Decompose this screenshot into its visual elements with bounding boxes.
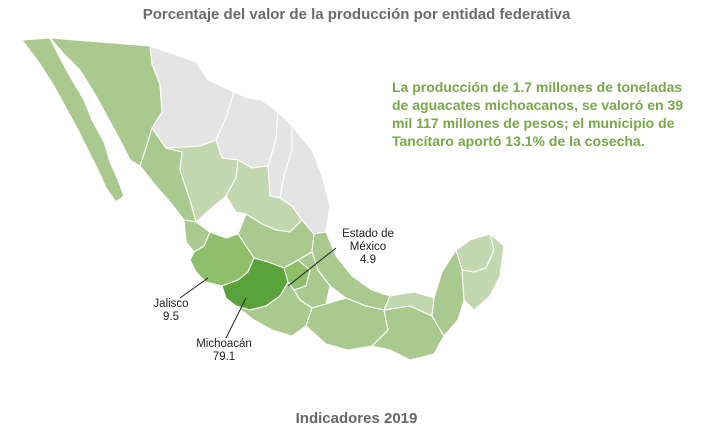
state-name: Michoacán [196,338,252,350]
map-title: Porcentaje del valor de la producción po… [142,6,571,23]
production-summary-text: La producción de 1.7 millones de tonelad… [392,79,684,149]
label-estado-de-mexico: Estado de México 4.9 [328,228,408,267]
label-michoacan: Michoacán 79.1 [184,338,264,364]
state-name: Jalisco [153,298,189,310]
state-name: Estado de México [342,228,394,253]
state-value: 9.5 [163,311,179,323]
region-baja-california [21,37,125,203]
leader-line-michoacan [225,297,247,339]
state-value: 4.9 [360,254,376,266]
leader-line-estado-de-mexico [287,247,337,287]
leader-line-jalisco [179,277,209,299]
footer-source: Indicadores 2019 [295,410,418,427]
label-jalisco: Jalisco 9.5 [136,298,206,324]
region-quintana-roo [461,233,505,311]
region-campeche [431,249,465,337]
state-value: 79.1 [212,351,236,363]
region-guerrero [235,281,313,337]
mexico-map [0,26,713,406]
